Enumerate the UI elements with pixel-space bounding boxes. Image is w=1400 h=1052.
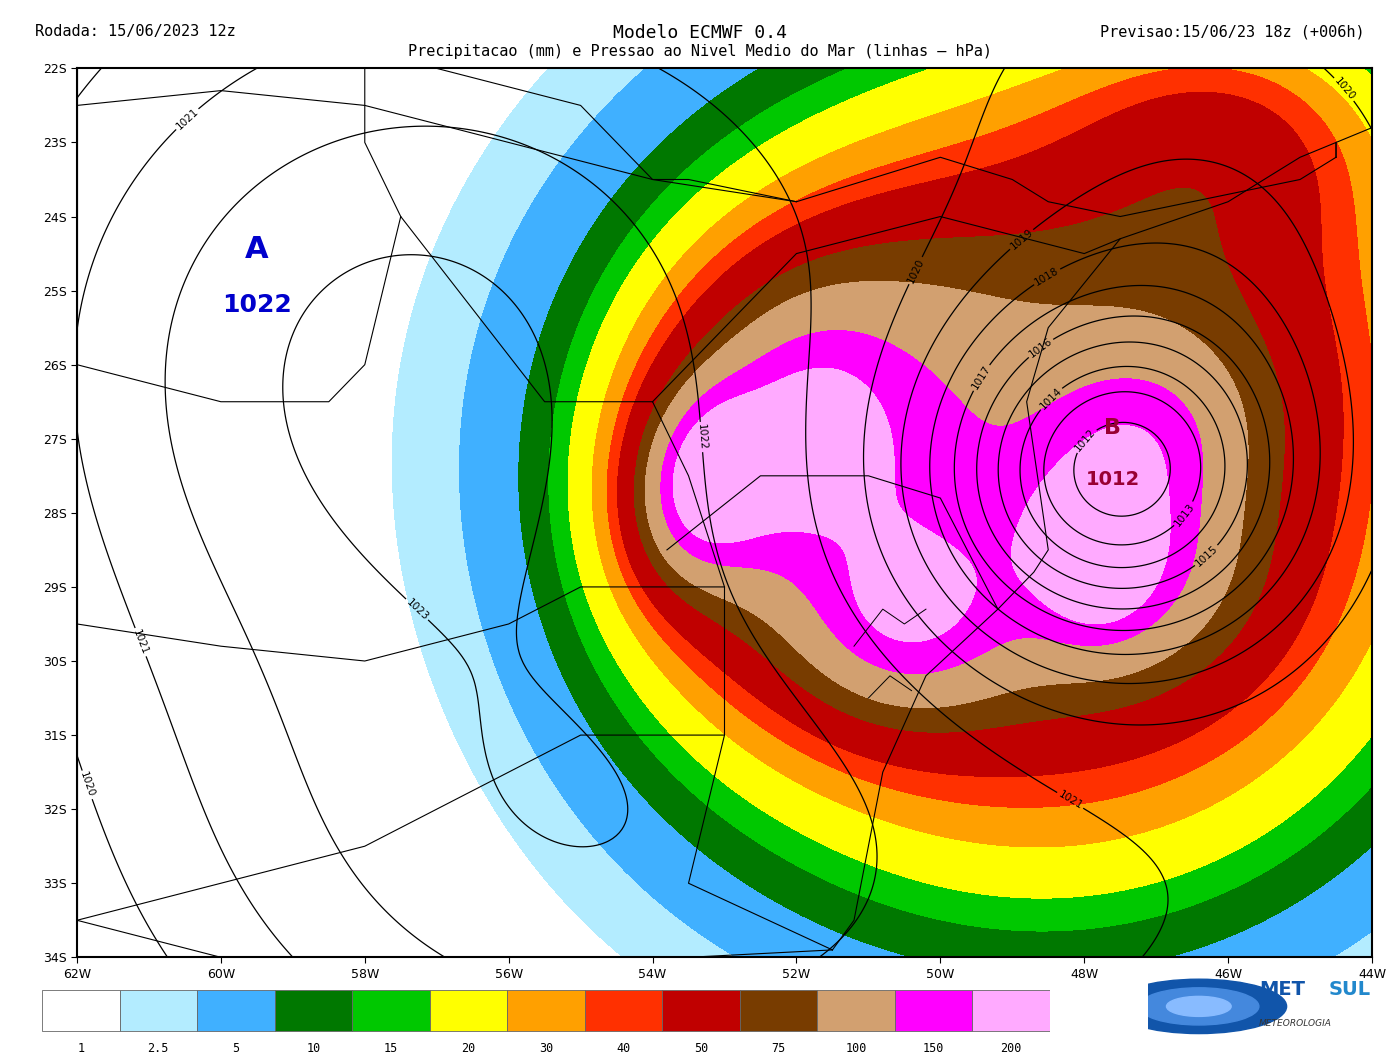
Text: SUL: SUL bbox=[1329, 980, 1371, 999]
Circle shape bbox=[1166, 996, 1231, 1016]
Text: 1022: 1022 bbox=[696, 424, 707, 450]
Text: 1016: 1016 bbox=[1028, 336, 1054, 360]
FancyBboxPatch shape bbox=[973, 990, 1050, 1031]
Text: 5: 5 bbox=[232, 1043, 239, 1052]
Text: 1020: 1020 bbox=[906, 257, 925, 284]
Text: A: A bbox=[245, 236, 269, 264]
Text: Precipitacao (mm) e Pressao ao Nivel Medio do Mar (linhas – hPa): Precipitacao (mm) e Pressao ao Nivel Med… bbox=[407, 44, 993, 59]
FancyBboxPatch shape bbox=[662, 990, 739, 1031]
Text: 1: 1 bbox=[77, 1043, 84, 1052]
Text: 15: 15 bbox=[384, 1043, 398, 1052]
Text: 40: 40 bbox=[616, 1043, 630, 1052]
FancyBboxPatch shape bbox=[274, 990, 353, 1031]
Text: 1023: 1023 bbox=[405, 596, 430, 622]
Text: 1014: 1014 bbox=[1037, 385, 1064, 411]
Text: 1021: 1021 bbox=[1056, 789, 1084, 811]
Text: 1021: 1021 bbox=[174, 106, 200, 132]
Text: 1013: 1013 bbox=[1172, 501, 1197, 528]
Text: 1020: 1020 bbox=[1331, 76, 1357, 102]
Text: 10: 10 bbox=[307, 1043, 321, 1052]
Text: 100: 100 bbox=[846, 1043, 867, 1052]
Text: 30: 30 bbox=[539, 1043, 553, 1052]
Text: 1021: 1021 bbox=[132, 628, 150, 656]
Text: 150: 150 bbox=[923, 1043, 945, 1052]
Text: 1015: 1015 bbox=[1194, 544, 1219, 568]
Text: 50: 50 bbox=[694, 1043, 708, 1052]
Text: B: B bbox=[1105, 418, 1121, 438]
FancyBboxPatch shape bbox=[197, 990, 274, 1031]
FancyBboxPatch shape bbox=[353, 990, 430, 1031]
Text: 1022: 1022 bbox=[223, 294, 291, 318]
Text: Modelo ECMWF 0.4: Modelo ECMWF 0.4 bbox=[613, 24, 787, 42]
Text: 1019: 1019 bbox=[1008, 227, 1035, 251]
Text: 1018: 1018 bbox=[1033, 265, 1061, 287]
Text: 1012: 1012 bbox=[1072, 427, 1098, 453]
FancyBboxPatch shape bbox=[585, 990, 662, 1031]
Text: 2.5: 2.5 bbox=[147, 1043, 169, 1052]
FancyBboxPatch shape bbox=[119, 990, 197, 1031]
Text: 20: 20 bbox=[462, 1043, 476, 1052]
Text: Rodada: 15/06/2023 12z: Rodada: 15/06/2023 12z bbox=[35, 24, 235, 39]
Text: 75: 75 bbox=[771, 1043, 785, 1052]
FancyBboxPatch shape bbox=[507, 990, 585, 1031]
Text: MET: MET bbox=[1259, 980, 1305, 999]
Circle shape bbox=[1112, 979, 1287, 1033]
Text: METEOROLOGIA: METEOROLOGIA bbox=[1259, 1019, 1331, 1028]
Circle shape bbox=[1138, 988, 1259, 1025]
FancyBboxPatch shape bbox=[42, 990, 119, 1031]
Text: 1020: 1020 bbox=[78, 771, 97, 798]
FancyBboxPatch shape bbox=[739, 990, 818, 1031]
Text: 1012: 1012 bbox=[1086, 470, 1140, 489]
Text: 200: 200 bbox=[1001, 1043, 1022, 1052]
FancyBboxPatch shape bbox=[430, 990, 507, 1031]
FancyBboxPatch shape bbox=[818, 990, 895, 1031]
Text: 1017: 1017 bbox=[970, 364, 993, 391]
Text: Previsao:15/06/23 18z (+006h): Previsao:15/06/23 18z (+006h) bbox=[1100, 24, 1365, 39]
FancyBboxPatch shape bbox=[895, 990, 973, 1031]
